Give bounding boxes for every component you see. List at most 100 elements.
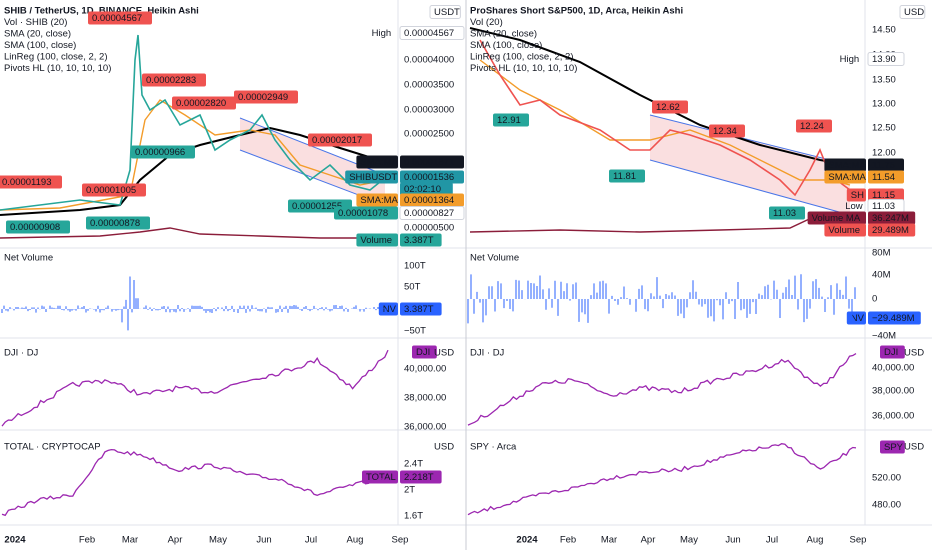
compare-line xyxy=(1,448,389,517)
time-axis-label: Apr xyxy=(168,535,183,546)
tag-value-bg xyxy=(399,26,465,40)
pivot-low-bg xyxy=(493,113,529,127)
tag-value: 11.03 xyxy=(872,201,895,212)
tag-value: 11.15 xyxy=(872,190,895,201)
pane-title: TOTAL · CRYPTOCAP xyxy=(4,442,101,453)
pane-title: SPY · Arca xyxy=(470,442,517,453)
pivot-low: 0.00000878 xyxy=(90,218,140,229)
pivot-high-bg xyxy=(82,183,146,197)
pivot-low-bg xyxy=(769,206,805,220)
tag-value-bg xyxy=(868,170,904,184)
symbol-title: SHIB / TetherUS, 1D, BINANCE, Heikin Ash… xyxy=(4,6,199,17)
pivot-high-bg xyxy=(308,133,372,147)
nv-axis-label: 40M xyxy=(872,270,891,281)
compare-axis-label: 38,000.00 xyxy=(872,386,914,397)
nv-axis-label: −40M xyxy=(872,331,896,342)
nv-tag-label-bg xyxy=(378,302,398,316)
tag-label: High xyxy=(372,28,392,39)
compare-line xyxy=(1,349,389,427)
pivot-low: 0.00001078 xyxy=(338,208,388,219)
currency: USD xyxy=(904,348,924,359)
compare-axis-label: 480.00 xyxy=(872,500,901,511)
price-axis-label: 13.00 xyxy=(872,99,896,110)
tag-value: 0.00001364 xyxy=(404,195,454,206)
indicator-legend: LinReg (100, close, 2, 2) xyxy=(470,52,574,63)
symbol-badge-bg xyxy=(880,440,905,454)
compare-axis-label: 40,000.00 xyxy=(872,363,914,374)
time-axis-label: Sep xyxy=(850,535,867,546)
tag-label-bg xyxy=(824,158,866,172)
tag-value-bg xyxy=(400,170,464,184)
indicator-legend: LinReg (100, close, 2, 2) xyxy=(4,52,108,63)
tag-label: SMA:MA xyxy=(360,195,398,206)
tag-value-bg xyxy=(868,211,916,225)
nv-tag-value: −29.489M xyxy=(872,313,915,324)
nv-axis-label: 0 xyxy=(872,294,877,305)
compare-axis-label: 1.6T xyxy=(404,511,423,522)
compare-line xyxy=(467,443,857,516)
pivot-low-bg xyxy=(609,169,645,183)
compare-axis-label: 40,000.00 xyxy=(404,364,446,375)
symbol-badge-bg xyxy=(412,345,437,359)
tag-label-bg xyxy=(807,211,866,225)
tag-value: 0.00004567 xyxy=(404,28,454,39)
compare-axis-label: 36,000.00 xyxy=(404,422,446,433)
compare-tag-label: TOTAL xyxy=(366,472,396,483)
price-axis-label: 0.00002500 xyxy=(404,129,454,140)
nv-tag-value-bg xyxy=(868,311,921,325)
pane-title: DJI · DJ xyxy=(470,348,505,359)
pivot-low-bg xyxy=(86,216,150,230)
time-axis-label: Apr xyxy=(641,535,656,546)
time-axis-label: Aug xyxy=(347,535,364,546)
compare-axis-label: 520.00 xyxy=(872,473,901,484)
price-axis-label: 0.00000500 xyxy=(404,223,454,234)
currency: USDT xyxy=(434,7,460,18)
symbol-title: ProShares Short S&P500, 1D, Arca, Heikin… xyxy=(470,6,683,17)
nv-tag-value-bg xyxy=(400,302,442,316)
nv-axis-label: 80M xyxy=(872,248,891,259)
indicator-legend: SMA (100, close) xyxy=(4,40,76,51)
pivot-high-bg xyxy=(796,119,832,133)
indicator-legend: Vol · SHIB (20) xyxy=(4,17,67,28)
currency-bg xyxy=(429,5,461,19)
price-axis-label: 12.50 xyxy=(872,123,896,134)
indicator-legend: SMA (20, close) xyxy=(470,29,537,40)
nv-axis-label: −50T xyxy=(404,326,426,337)
pivot-high: 0.00002283 xyxy=(146,75,196,86)
tag-value-bg xyxy=(400,193,464,207)
currency: USD xyxy=(434,442,454,453)
pivot-high-bg xyxy=(172,96,236,110)
tag-value: 0.00001871 xyxy=(404,157,454,168)
indicator-legend: Pivots HL (10, 10, 10, 10) xyxy=(4,63,111,74)
tag-label-bg xyxy=(846,188,866,202)
pivot-low: 12.91 xyxy=(497,115,521,126)
time-axis-label: Jul xyxy=(305,535,317,546)
price-axis-label: 14.50 xyxy=(872,25,896,36)
indicator-legend: SMA (100, close) xyxy=(470,40,542,51)
indicator-legend: Vol (20) xyxy=(470,17,503,28)
tag-value-bg xyxy=(868,188,904,202)
pivot-low: 11.03 xyxy=(773,208,796,219)
tag-value: 29.489M xyxy=(872,225,909,236)
time-axis-label: Aug xyxy=(807,535,824,546)
tag-value-bg xyxy=(400,233,442,247)
time-axis-label: Sep xyxy=(392,535,409,546)
pivot-high: 0.00002949 xyxy=(238,92,288,103)
pivot-low-bg xyxy=(6,220,70,234)
symbol-badge: DJI xyxy=(416,347,430,358)
tag-label: Volume xyxy=(828,225,860,236)
tag-value-bg xyxy=(868,223,916,237)
pivot-low-bg xyxy=(334,206,398,220)
price-axis-label: 12.00 xyxy=(872,148,896,159)
pivot-low: 11.81 xyxy=(613,171,636,182)
tag-value: 11.54 xyxy=(872,172,895,183)
tag-value-bg xyxy=(400,155,464,169)
time-axis-label: May xyxy=(680,535,698,546)
tag-value: 3.387T xyxy=(404,235,434,246)
currency: USD xyxy=(904,7,924,18)
symbol-badge: DJI xyxy=(884,347,898,358)
compare-line xyxy=(467,353,857,426)
time-axis-label: Jun xyxy=(725,535,740,546)
tag-label-bg xyxy=(356,193,398,207)
